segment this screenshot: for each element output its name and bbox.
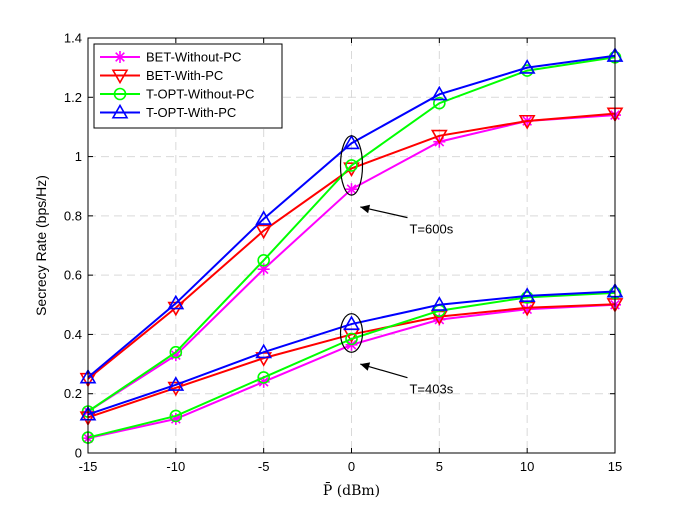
annotation-t600: T=600s <box>339 135 454 237</box>
y-tick-label: 1.2 <box>64 90 82 105</box>
legend-item: BET-With-PC <box>100 68 223 85</box>
y-tick-label: 0.8 <box>64 208 82 223</box>
annotation-t403: T=403s <box>339 313 454 397</box>
marker-stroke <box>258 376 269 387</box>
data-point-marker <box>111 69 129 85</box>
annotation-label: T=403s <box>409 382 453 397</box>
y-tick-label: 0.2 <box>64 386 82 401</box>
y-tick-label: 0 <box>75 446 82 461</box>
data-point-marker <box>111 103 129 119</box>
data-point-marker <box>167 294 185 310</box>
annotation-ellipse <box>339 135 364 196</box>
legend-item: BET-Without-PC <box>100 50 241 65</box>
annotation-ellipse <box>339 313 364 353</box>
legend-item: T-OPT-With-PC <box>100 103 236 120</box>
data-point-marker <box>433 96 446 110</box>
annotation-arrowhead <box>360 204 371 214</box>
data-point-marker <box>257 371 270 384</box>
marker-stroke <box>170 414 181 424</box>
data-point-marker <box>430 85 448 101</box>
data-point-marker <box>343 134 360 150</box>
marker-stroke <box>115 52 125 62</box>
legend-label: T-OPT-With-PC <box>146 105 236 120</box>
marker-stroke <box>522 304 533 315</box>
data-point-marker <box>518 287 536 302</box>
y-tick-label: 0.4 <box>64 327 82 342</box>
series-line <box>87 54 616 379</box>
series-layer <box>79 47 624 445</box>
legend-label: BET-With-PC <box>146 68 223 83</box>
data-point-marker <box>518 114 536 130</box>
data-point-marker <box>345 159 358 172</box>
data-point-marker <box>113 87 127 101</box>
data-point-marker <box>169 345 183 359</box>
data-point-marker <box>343 315 360 331</box>
data-point-marker <box>345 183 358 196</box>
series-line <box>87 290 616 416</box>
x-tick-label: -10 <box>166 459 185 474</box>
x-tick-label: -15 <box>79 459 98 474</box>
data-point-marker <box>430 129 448 145</box>
y-tick-label: 1.4 <box>64 31 82 46</box>
data-point-marker <box>167 376 185 391</box>
x-tick-label: 10 <box>520 459 534 474</box>
marker-stroke <box>170 350 181 361</box>
y-tick-label: 0.6 <box>64 268 82 283</box>
marker-stroke <box>346 184 357 195</box>
data-point-marker <box>345 332 358 346</box>
data-point-marker <box>169 409 183 423</box>
data-point-marker <box>114 51 126 63</box>
series-group-t403 <box>79 282 624 445</box>
series-line <box>87 291 616 439</box>
x-tick-label: 5 <box>436 459 443 474</box>
series-line <box>87 112 616 380</box>
annotations: T=600s T=403s <box>339 135 454 397</box>
series-line <box>87 56 616 413</box>
y-tick-label: 1 <box>75 149 82 164</box>
data-point-marker <box>518 59 536 74</box>
data-point-marker <box>255 210 273 225</box>
legend-item: T-OPT-Without-PC <box>100 87 254 102</box>
x-tick-label: 15 <box>608 459 622 474</box>
data-point-marker <box>430 296 448 311</box>
annotation-label: T=600s <box>409 222 453 237</box>
legend-label: BET-Without-PC <box>146 50 241 65</box>
annotation-arrowhead <box>360 362 371 371</box>
data-point-marker <box>257 254 270 267</box>
data-point-marker <box>255 224 273 240</box>
axis-ticks: -15 -10 -5 0 5 10 15 0 0.2 0.4 0.6 0.8 1 1.2 1.4 <box>64 31 622 475</box>
legend: BET-Without-PC BET-With-PC T-OPT-Without-P… <box>93 43 283 129</box>
data-point-marker <box>167 381 185 397</box>
x-tick-label: -5 <box>258 459 270 474</box>
legend-label: T-OPT-Without-PC <box>146 87 254 102</box>
y-axis-label: Secrecy Rate (bps/Hz) <box>33 175 49 316</box>
series-line <box>87 303 616 419</box>
x-tick-label: 0 <box>348 459 355 474</box>
x-axis-label: P̄ (dBm) <box>323 481 380 499</box>
marker-stroke <box>258 264 269 275</box>
data-point-marker <box>255 343 273 359</box>
